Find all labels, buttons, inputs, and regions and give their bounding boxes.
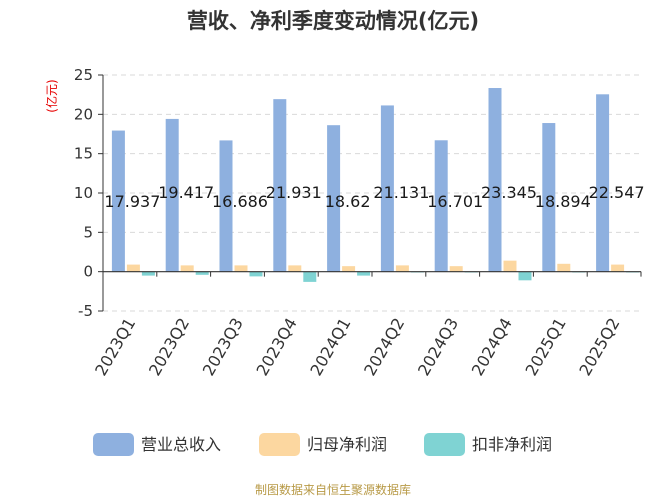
bar xyxy=(165,118,179,272)
bar xyxy=(395,265,409,272)
bar xyxy=(219,140,233,272)
bar xyxy=(249,271,263,277)
y-tick-label: 10 xyxy=(74,184,93,202)
legend-item: 营业总收入 xyxy=(93,433,221,456)
y-tick-label: -5 xyxy=(78,302,93,320)
data-label: 16.686 xyxy=(212,192,268,211)
bar xyxy=(273,99,287,272)
legend-label: 扣非净利润 xyxy=(472,435,552,454)
legend-swatch xyxy=(93,433,134,456)
y-tick-label: 20 xyxy=(74,105,93,123)
bar xyxy=(518,271,532,281)
x-tick-label: 2024Q1 xyxy=(306,315,354,379)
bar xyxy=(180,265,194,272)
y-axis-unit-label: (亿元) xyxy=(44,79,59,112)
legend: 营业总收入 归母净利润 扣非净利润 xyxy=(93,433,552,456)
bar xyxy=(111,130,125,272)
bar xyxy=(342,266,356,272)
bar xyxy=(141,271,155,276)
legend-swatch xyxy=(424,433,465,456)
x-axis-labels: 2023Q1 2023Q2 2023Q3 2023Q4 2024Q1 2024Q2 2024… xyxy=(91,315,623,379)
axes xyxy=(102,75,642,311)
x-tick-label: 2024Q3 xyxy=(414,315,462,379)
bar xyxy=(488,88,502,272)
data-label: 16.701 xyxy=(427,192,483,211)
data-label: 17.937 xyxy=(104,192,160,211)
data-label: 23.345 xyxy=(481,183,537,202)
data-label: 19.417 xyxy=(158,183,214,202)
y-tick-label: 0 xyxy=(83,263,93,281)
x-tick-label: 2023Q1 xyxy=(91,315,139,379)
data-label: 21.131 xyxy=(373,183,429,202)
data-label: 22.547 xyxy=(589,183,645,202)
x-tick-label: 2024Q2 xyxy=(360,315,408,379)
y-tick-label: 15 xyxy=(74,145,93,163)
bar xyxy=(611,264,625,272)
x-tick-label: 2024Q4 xyxy=(468,315,516,379)
legend-label: 营业总收入 xyxy=(141,435,221,454)
data-label: 18.62 xyxy=(325,192,371,211)
bar xyxy=(288,265,302,272)
x-tick-label: 2025Q1 xyxy=(522,315,570,379)
chart-title: 营收、净利季度变动情况(亿元) xyxy=(187,9,479,33)
legend-swatch xyxy=(259,433,300,456)
legend-label: 归母净利润 xyxy=(307,435,387,454)
source-note: 制图数据来自恒生聚源数据库 xyxy=(255,482,411,497)
data-label: 21.931 xyxy=(266,183,322,202)
bar xyxy=(303,271,317,282)
bar xyxy=(327,125,341,272)
legend-item: 扣非净利润 xyxy=(424,433,552,456)
y-tick-label: 25 xyxy=(74,66,93,84)
bar xyxy=(434,140,448,272)
y-tick-label: 5 xyxy=(83,223,93,241)
bar xyxy=(195,271,209,275)
bar xyxy=(557,263,571,272)
y-axis-ticks: -5 0 5 10 15 20 25 xyxy=(74,66,103,320)
bars xyxy=(111,88,640,282)
bar xyxy=(126,264,140,272)
bar xyxy=(503,260,517,272)
legend-item: 归母净利润 xyxy=(259,433,387,456)
bar xyxy=(357,271,371,276)
x-tick-label: 2023Q4 xyxy=(253,315,301,379)
data-label: 18.894 xyxy=(535,192,591,211)
x-tick-label: 2023Q3 xyxy=(199,315,247,379)
bar xyxy=(380,105,394,272)
bar xyxy=(542,123,556,272)
x-tick-label: 2025Q2 xyxy=(575,315,623,379)
bar xyxy=(234,265,248,272)
bar xyxy=(596,94,610,272)
bar xyxy=(449,266,463,272)
x-tick-label: 2023Q2 xyxy=(145,315,193,379)
